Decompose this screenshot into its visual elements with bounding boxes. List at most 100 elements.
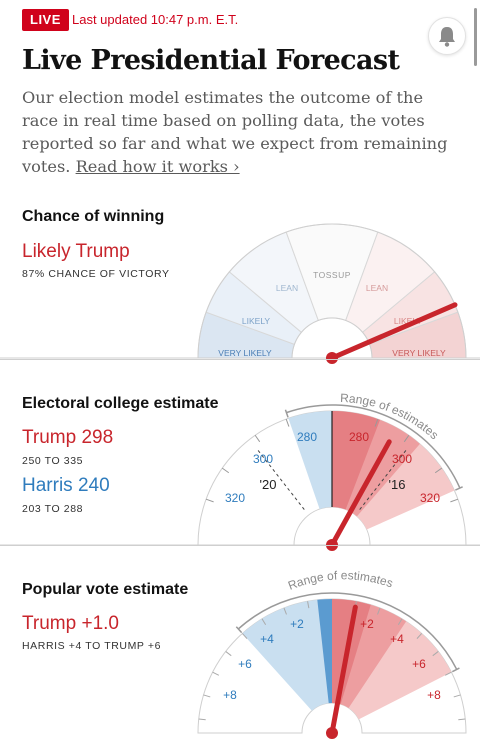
popular-range-caption: Range of estimates: [286, 568, 395, 592]
tick-blue-320: 320: [225, 491, 245, 505]
lean-harris-sector: [228, 231, 319, 333]
gauge-label-likely-left: LIKELY: [242, 316, 271, 326]
marker-2016-line: [357, 450, 407, 513]
harris-margin-sector: [242, 599, 332, 711]
gauge-label-likely-right: LIKELY: [394, 316, 423, 326]
popular-tick-mark-7: [307, 601, 310, 609]
likely-trump-sector: [361, 271, 459, 345]
electoral-range-bracket: [286, 404, 461, 489]
intro-text: Our election model estimates the outcome…: [22, 88, 448, 176]
tick-blue-8: +8: [223, 688, 237, 702]
popular-tick-mark-1: [203, 694, 211, 698]
gauge-label-tossup: TOSSUP: [313, 270, 351, 280]
marker-2016-label: '16: [389, 477, 406, 492]
tick-blue-6: +6: [238, 657, 252, 671]
lean-trump-sector: [345, 231, 436, 333]
tick-blue-2: +2: [290, 617, 304, 631]
chance-subline: 87% CHANCE OF VICTORY: [22, 268, 170, 280]
popular-tick-mark-15: [453, 694, 461, 698]
divider: [0, 359, 480, 360]
page-title: Live Presidential Forecast: [22, 45, 400, 76]
chance-headline: Likely Trump: [22, 241, 130, 262]
tick-red-6: +6: [412, 657, 426, 671]
popular-tick-mark-14: [444, 671, 452, 676]
tick-red-280: 280: [349, 430, 369, 444]
popular-tick-mark-6: [283, 607, 287, 615]
electoral-tick-mark-2: [254, 434, 261, 443]
popular-range-bracket-start: [235, 626, 243, 634]
trump-range-sector-inner: [332, 411, 381, 510]
trump-margin-sector-mid: [332, 599, 407, 709]
popular-subline: HARRIS +4 TO TRUMP +6: [22, 640, 162, 652]
very-likely-trump-sector: [368, 311, 467, 359]
electoral-gauge-outline: [197, 410, 467, 546]
popular-tick-mark-3: [225, 651, 232, 657]
tick-red-300: 300: [392, 452, 412, 466]
electoral-tick-mark-4: [374, 418, 379, 427]
read-how-it-works-link[interactable]: Read how it works ›: [75, 157, 240, 176]
chance-needle-hub: [326, 352, 338, 364]
popular-tick-mark-2: [212, 671, 220, 676]
gauge-label-very-likely-left: VERY LIKELY: [218, 348, 272, 358]
harris-electoral-range: 203 TO 288: [22, 503, 84, 515]
trump-electoral-label: Trump 298: [22, 427, 114, 448]
scrollbar[interactable]: [472, 0, 480, 70]
trump-margin-sector: [332, 599, 452, 720]
electoral-tick-mark-1: [221, 467, 230, 474]
electoral-section-title: Electoral college estimate: [22, 395, 219, 412]
popular-tick-mark-11: [397, 618, 403, 625]
trump-margin-sector-inner: [332, 599, 371, 705]
popular-tick-mark-5: [261, 618, 267, 625]
gauge-label-lean-left: LEAN: [276, 283, 298, 293]
popular-tick-mark-9: [354, 601, 357, 609]
popular-range-bracket-end: [451, 667, 460, 673]
popular-headline: Trump +1.0: [22, 613, 119, 634]
popular-gauge-outline: [197, 598, 467, 734]
electoral-tick-mark-0: [205, 498, 214, 503]
bell-icon: [439, 27, 455, 47]
electoral-tick-mark-6: [434, 467, 443, 474]
tick-blue-280: 280: [297, 430, 317, 444]
divider: [0, 545, 480, 546]
tick-blue-300: 300: [253, 452, 273, 466]
intro-paragraph: Our election model estimates the outcome…: [22, 86, 458, 178]
tick-red-2: +2: [360, 617, 374, 631]
last-updated-text: Last updated 10:47 p.m. E.T.: [72, 12, 239, 27]
trump-range-sector-outer: [332, 411, 455, 530]
top-bar: LIVE Last updated 10:47 p.m. E.T.: [22, 9, 458, 33]
tossup-sector: [285, 223, 379, 322]
live-badge: LIVE: [22, 9, 69, 31]
tick-red-4: +4: [390, 632, 404, 646]
electoral-tick-mark-7: [450, 498, 459, 503]
tick-red-8: +8: [427, 688, 441, 702]
popular-tick-mark-13: [432, 651, 439, 657]
harris-margin-core: [317, 599, 332, 704]
trump-range-sector-mid: [332, 411, 420, 517]
popular-needle: [329, 604, 358, 736]
chance-gauge-outline: [197, 223, 467, 359]
likely-harris-sector: [205, 271, 303, 345]
electoral-range-bracket-end: [455, 486, 463, 491]
gauge-label-very-likely-right: VERY LIKELY: [392, 348, 446, 358]
harris-electoral-label: Harris 240: [22, 475, 110, 496]
popular-tick-mark-12: [416, 633, 423, 639]
popular-range-bracket: [237, 592, 458, 670]
harris-range-sector: [288, 411, 332, 510]
popular-tick-mark-10: [377, 607, 381, 615]
popular-needle-hub: [326, 727, 338, 739]
popular-tick-mark-4: [241, 633, 248, 639]
popular-section-title: Popular vote estimate: [22, 581, 189, 598]
trump-electoral-range: 250 TO 335: [22, 455, 84, 467]
tick-blue-4: +4: [260, 632, 274, 646]
marker-2020-label: '20: [260, 477, 277, 492]
tick-red-320: 320: [420, 491, 440, 505]
popular-tick-mark-0: [198, 718, 206, 721]
popular-tick-mark-16: [458, 718, 466, 721]
gauge-label-lean-right: LEAN: [366, 283, 388, 293]
notification-button[interactable]: [428, 17, 466, 55]
electoral-tick-mark-3: [285, 418, 290, 427]
chance-section-title: Chance of winning: [22, 208, 165, 225]
electoral-range-caption: Range of estimates: [340, 391, 441, 442]
electoral-tick-mark-5: [403, 434, 410, 443]
marker-2020-line: [257, 450, 307, 513]
